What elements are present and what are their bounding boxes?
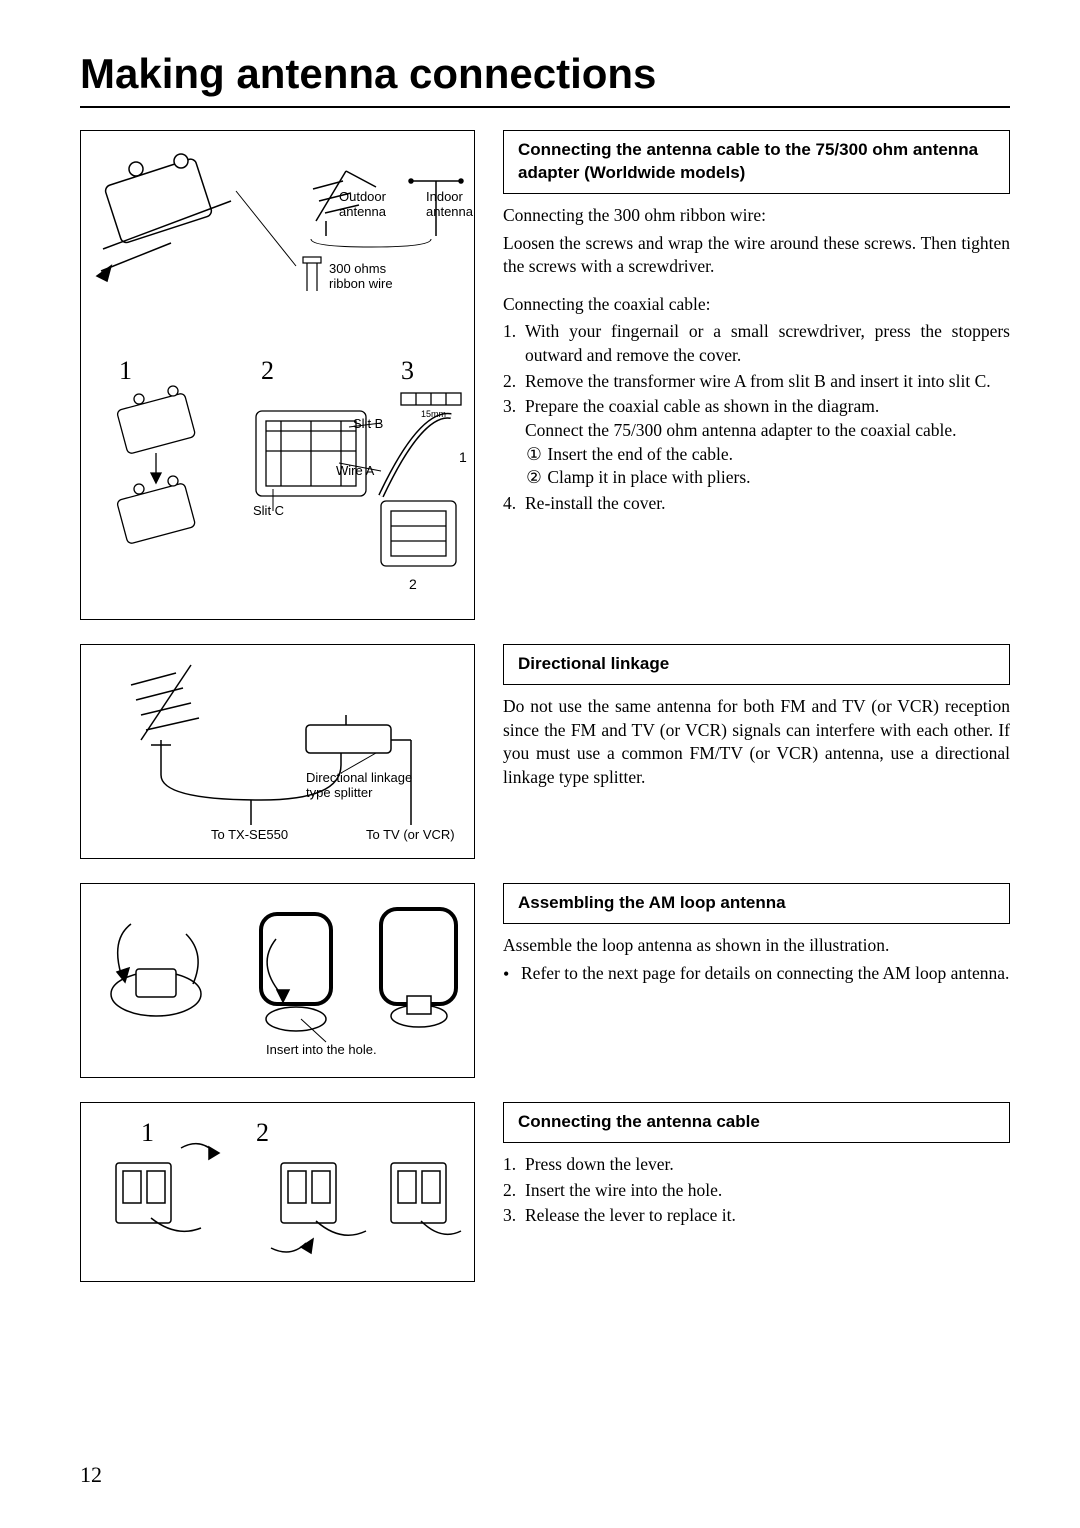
diagram-adapter: Outdoor antenna Indoor antenna 300 ohms …: [80, 130, 475, 620]
heading-am-loop: Assembling the AM loop antenna: [503, 883, 1010, 924]
section-3: Insert into the hole. Assembling the AM …: [80, 883, 1010, 1078]
am-lead: Assemble the loop antenna as shown in th…: [503, 934, 1010, 958]
diagram-splitter: Directional linkage type splitter To TX-…: [80, 644, 475, 859]
cable-step-1: Press down the lever.: [525, 1153, 1010, 1177]
label-circ2: 2: [409, 576, 417, 592]
diagram-cable-lever: 1 2: [80, 1102, 475, 1282]
label-15mm: 15mm: [421, 409, 446, 419]
label-to-tv: To TV (or VCR): [366, 827, 455, 842]
heading-cable: Connecting the antenna cable: [503, 1102, 1010, 1143]
adapter-svg: [81, 131, 476, 621]
label-circ1: 1: [459, 449, 467, 465]
coax-step-1: With your fingernail or a small screwdri…: [525, 320, 1010, 367]
label-insert-hole: Insert into the hole.: [266, 1042, 377, 1057]
am-bullet: Refer to the next page for details on co…: [521, 962, 1010, 986]
coax-step-3a: Prepare the coaxial cable as shown in th…: [525, 396, 879, 416]
heading-directional: Directional linkage: [503, 644, 1010, 685]
cable-steps: 1.Press down the lever. 2.Insert the wir…: [503, 1153, 1010, 1228]
am-bullet-list: Refer to the next page for details on co…: [503, 962, 1010, 986]
cable-step-2: Insert the wire into the hole.: [525, 1179, 1010, 1203]
coax-step-2: Remove the transformer wire A from slit …: [525, 370, 1010, 394]
step-num-1: 1: [119, 356, 132, 386]
page-number: 12: [80, 1462, 102, 1488]
circled-2: ②: [525, 466, 543, 490]
label-outdoor: Outdoor antenna: [339, 189, 386, 219]
coax-lead: Connecting the coaxial cable:: [503, 293, 1010, 317]
section-1: Outdoor antenna Indoor antenna 300 ohms …: [80, 130, 1010, 620]
circled-1: ①: [525, 443, 543, 467]
coax-step-3c1: Insert the end of the cable.: [547, 444, 733, 464]
coax-steps: 1.With your fingernail or a small screwd…: [503, 320, 1010, 515]
diagram-am-loop: Insert into the hole.: [80, 883, 475, 1078]
directional-body: Do not use the same antenna for both FM …: [503, 695, 1010, 790]
label-ribbon: 300 ohms ribbon wire: [329, 261, 393, 291]
coax-step-4: Re-install the cover.: [525, 492, 1010, 516]
label-wire-a: Wire A: [336, 463, 374, 478]
ribbon-lead: Connecting the 300 ohm ribbon wire:: [503, 204, 1010, 228]
cable-step-3: Release the lever to replace it.: [525, 1204, 1010, 1228]
label-splitter: Directional linkage type splitter: [306, 770, 412, 800]
ribbon-body: Loosen the screws and wrap the wire arou…: [503, 232, 1010, 279]
step-num-3: 3: [401, 356, 414, 386]
label-slit-b: Slit B: [353, 416, 383, 431]
label-indoor: Indoor antenna: [426, 189, 473, 219]
label-slit-c: Slit C: [253, 503, 284, 518]
lever-num-1: 1: [141, 1118, 154, 1148]
title-rule: [80, 106, 1010, 108]
step-num-2: 2: [261, 356, 274, 386]
heading-adapter: Connecting the antenna cable to the 75/3…: [503, 130, 1010, 194]
lever-num-2: 2: [256, 1118, 269, 1148]
section-4: 1 2 Connecting the antenna cable 1.Press…: [80, 1102, 1010, 1282]
coax-step-3c2: Clamp it in place with pliers.: [547, 467, 750, 487]
label-to-tx: To TX-SE550: [211, 827, 288, 842]
section-2: Directional linkage type splitter To TX-…: [80, 644, 1010, 859]
page-title: Making antenna connections: [80, 50, 1010, 98]
coax-step-3b: Connect the 75/300 ohm antenna adapter t…: [525, 420, 957, 440]
coax-step-3: Prepare the coaxial cable as shown in th…: [525, 395, 1010, 490]
